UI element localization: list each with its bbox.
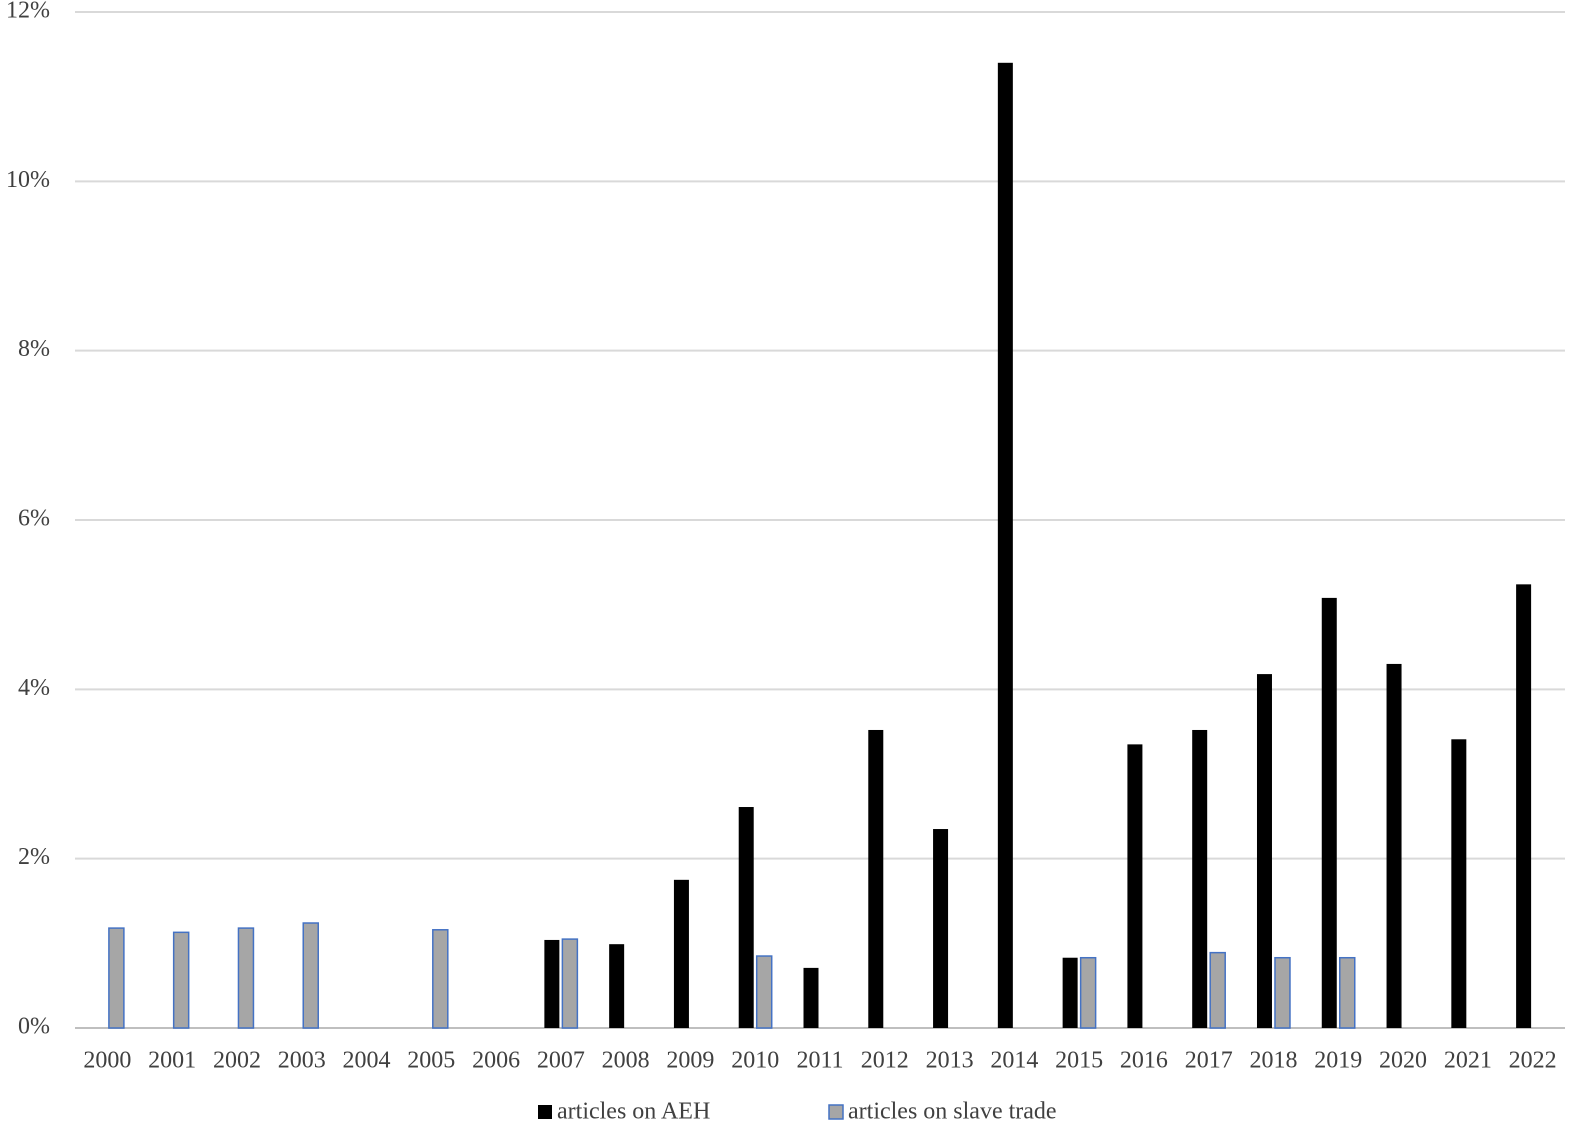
legend-swatch (828, 1104, 844, 1120)
x-tick-label: 2017 (1185, 1048, 1233, 1074)
x-tick-label: 2003 (278, 1048, 326, 1074)
bar (1386, 663, 1402, 1028)
bar (1516, 584, 1532, 1028)
x-tick-label: 2008 (602, 1048, 650, 1074)
bar (432, 929, 449, 1029)
bar (738, 807, 754, 1028)
bar (1339, 956, 1356, 1029)
x-tick-label: 2004 (343, 1048, 391, 1074)
legend-label: articles on slave trade (848, 1099, 1057, 1125)
x-tick-label: 2022 (1509, 1048, 1557, 1074)
legend-label: articles on AEH (557, 1099, 710, 1125)
y-tick-label: 6% (18, 506, 50, 532)
x-tick-label: 2020 (1379, 1048, 1427, 1074)
bar (1209, 951, 1226, 1029)
x-tick-label: 2018 (1249, 1048, 1297, 1074)
x-tick-label: 2010 (731, 1048, 779, 1074)
bar (1451, 739, 1467, 1028)
x-tick-label: 2009 (666, 1048, 714, 1074)
bar (1062, 957, 1078, 1028)
bar (302, 922, 319, 1029)
x-tick-label: 2001 (148, 1048, 196, 1074)
y-tick-label: 8% (18, 336, 50, 362)
x-tick-label: 2015 (1055, 1048, 1103, 1074)
bar (868, 729, 884, 1028)
bar (609, 944, 625, 1028)
x-tick-label: 2012 (861, 1048, 909, 1074)
x-tick-label: 2011 (796, 1048, 843, 1074)
bar (1079, 956, 1097, 1029)
x-tick-label: 2007 (537, 1048, 585, 1074)
bar (1256, 674, 1272, 1028)
y-tick-label: 10% (6, 167, 50, 193)
y-tick-label: 4% (18, 675, 50, 701)
bar (544, 939, 560, 1028)
x-tick-label: 2021 (1444, 1048, 1492, 1074)
bar (1274, 956, 1291, 1029)
bar (755, 955, 773, 1029)
bar (1127, 744, 1143, 1028)
x-tick-label: 2019 (1314, 1048, 1362, 1074)
x-tick-label: 2002 (213, 1048, 261, 1074)
bar (237, 927, 255, 1029)
y-tick-label: 0% (18, 1014, 50, 1040)
x-tick-label: 2014 (990, 1048, 1038, 1074)
bar (561, 938, 579, 1029)
bar (172, 931, 190, 1029)
x-tick-label: 2016 (1120, 1048, 1168, 1074)
bar (997, 62, 1013, 1029)
x-tick-label: 2006 (472, 1048, 520, 1074)
bar (1321, 597, 1337, 1028)
x-tick-label: 2013 (926, 1048, 974, 1074)
bar (933, 829, 949, 1028)
x-tick-label: 2005 (407, 1048, 455, 1074)
bar (108, 927, 125, 1029)
y-tick-label: 2% (18, 844, 50, 870)
y-tick-label: 12% (6, 0, 50, 24)
bar (1192, 729, 1208, 1028)
legend-swatch (538, 1105, 552, 1119)
bar (803, 967, 819, 1028)
bar (673, 879, 689, 1028)
x-tick-label: 2000 (83, 1048, 131, 1074)
